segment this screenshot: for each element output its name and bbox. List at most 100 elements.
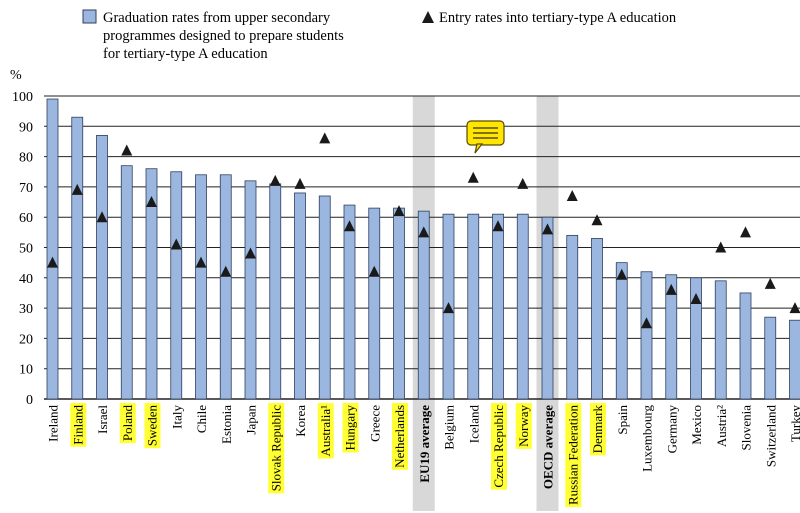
x-tick-group: Sweden bbox=[144, 403, 161, 449]
x-tick-label: Korea bbox=[293, 405, 308, 437]
entry-rate-marker bbox=[269, 174, 281, 186]
x-tick-label: Japan bbox=[244, 405, 259, 435]
x-tick-label: Luxembourg bbox=[640, 405, 655, 472]
bar bbox=[739, 292, 752, 400]
x-tick-label: Spain bbox=[615, 405, 630, 435]
x-tick-group: Italy bbox=[169, 405, 184, 429]
entry-rate-marker bbox=[220, 265, 232, 277]
bar bbox=[343, 204, 356, 400]
x-tick-group: Finland bbox=[70, 403, 87, 447]
bar bbox=[71, 116, 84, 400]
entry-rate-marker bbox=[690, 293, 702, 305]
average-bands bbox=[412, 96, 559, 511]
x-tick-highlight bbox=[268, 403, 285, 494]
x-tick-label: Ireland bbox=[46, 405, 61, 442]
x-tick-label: Slovenia bbox=[739, 405, 754, 451]
x-tick-highlight bbox=[565, 403, 582, 508]
x-tick-group: OECD average bbox=[541, 405, 556, 489]
x-tick-group: Slovenia bbox=[739, 405, 754, 451]
x-tick-group: Poland bbox=[119, 403, 136, 444]
x-axis-labels: Ireland Finland Israel Poland Sweden Italy Chi… bbox=[46, 403, 800, 508]
bar bbox=[96, 134, 108, 400]
x-tick-group: Germany bbox=[664, 405, 679, 454]
entry-rate-marker bbox=[47, 256, 58, 268]
entry-rate-marker bbox=[146, 196, 157, 208]
y-tick-label: 0 bbox=[26, 393, 33, 408]
bar bbox=[516, 213, 529, 400]
x-tick-label: Mexico bbox=[689, 405, 704, 445]
bar bbox=[219, 174, 232, 400]
bar bbox=[690, 277, 702, 400]
legend-marker-label: Entry rates into tertiary-type A educati… bbox=[439, 10, 677, 26]
entry-rate-marker bbox=[616, 268, 628, 280]
entry-rate-marker bbox=[96, 211, 108, 223]
y-tick-label: 30 bbox=[19, 302, 33, 317]
entry-rate-marker bbox=[517, 177, 529, 189]
x-tick-group: Spain bbox=[615, 405, 630, 435]
y-tick-label: 60 bbox=[19, 211, 33, 226]
x-tick-label: Iceland bbox=[466, 405, 481, 444]
x-tick-group: EU19 average bbox=[417, 405, 432, 483]
entry-rate-marker bbox=[467, 171, 479, 183]
x-tick-label: Slovak Republic bbox=[268, 405, 283, 492]
x-tick-group: Estonia bbox=[219, 405, 234, 444]
x-tick-label: Poland bbox=[120, 405, 135, 442]
x-tick-label: Denmark bbox=[590, 405, 605, 454]
x-tick-label: Netherlands bbox=[392, 405, 407, 468]
x-tick-group: Czech Republic bbox=[491, 403, 507, 490]
x-tick-group: Korea bbox=[293, 405, 308, 437]
x-tick-label: Turkey bbox=[788, 405, 800, 443]
bar bbox=[318, 195, 331, 400]
x-tick-group: Mexico bbox=[689, 405, 704, 445]
entry-rate-marker bbox=[542, 223, 553, 235]
legend-bar-label-line1: Graduation rates from upper secondary bbox=[103, 10, 331, 26]
entry-rate-marker bbox=[665, 283, 677, 295]
bar bbox=[393, 207, 405, 400]
y-tick-label: 50 bbox=[19, 242, 33, 257]
x-tick-label: Greece bbox=[367, 405, 382, 442]
x-tick-label: Norway bbox=[516, 405, 531, 447]
x-tick-highlight bbox=[317, 403, 334, 459]
entry-rate-marker bbox=[245, 247, 256, 259]
entry-rate-marker bbox=[121, 144, 133, 156]
x-tick-label: Czech Republic bbox=[491, 405, 506, 488]
bar bbox=[492, 213, 504, 400]
x-tick-group: Ireland bbox=[46, 405, 61, 442]
comment-icon[interactable] bbox=[466, 120, 505, 154]
legend-triangle-marker bbox=[422, 11, 434, 23]
entry-rate-marker bbox=[492, 220, 504, 232]
x-tick-group: Luxembourg bbox=[640, 405, 655, 472]
bar bbox=[244, 180, 257, 400]
y-tick-label: 10 bbox=[19, 363, 33, 378]
bar bbox=[294, 192, 306, 400]
x-tick-group: Denmark bbox=[590, 403, 606, 456]
x-tick-group: Slovak Republic bbox=[268, 403, 285, 494]
bar bbox=[591, 238, 603, 400]
entry-rate-marker bbox=[195, 256, 207, 268]
entry-rate-marker bbox=[740, 226, 751, 238]
x-tick-label: Israel bbox=[95, 405, 110, 434]
x-tick-label: Sweden bbox=[145, 405, 160, 447]
x-tick-label: EU19 average bbox=[417, 405, 432, 483]
legend: Graduation rates from upper secondary pr… bbox=[82, 9, 677, 62]
entry-rate-marker bbox=[319, 132, 331, 144]
x-tick-highlight bbox=[515, 403, 532, 449]
x-tick-group: Greece bbox=[367, 405, 382, 442]
x-tick-label: Australia¹ bbox=[318, 405, 333, 457]
x-tick-group: Hungary bbox=[342, 403, 359, 453]
bar bbox=[269, 183, 282, 400]
entry-rate-marker bbox=[789, 302, 800, 314]
bar bbox=[566, 234, 579, 400]
entry-rate-marker bbox=[641, 317, 652, 329]
y-tick-label: 70 bbox=[19, 181, 33, 196]
x-tick-group: Iceland bbox=[466, 405, 481, 444]
x-tick-label: OECD average bbox=[541, 405, 556, 489]
x-tick-label: Chile bbox=[194, 405, 209, 433]
entry-rate-marker bbox=[170, 238, 182, 250]
x-tick-highlight bbox=[590, 403, 606, 456]
bar bbox=[145, 168, 158, 400]
legend-bar-swatch bbox=[82, 9, 97, 24]
x-tick-label: Russian Federation bbox=[565, 405, 580, 506]
x-tick-label: Italy bbox=[169, 405, 184, 429]
